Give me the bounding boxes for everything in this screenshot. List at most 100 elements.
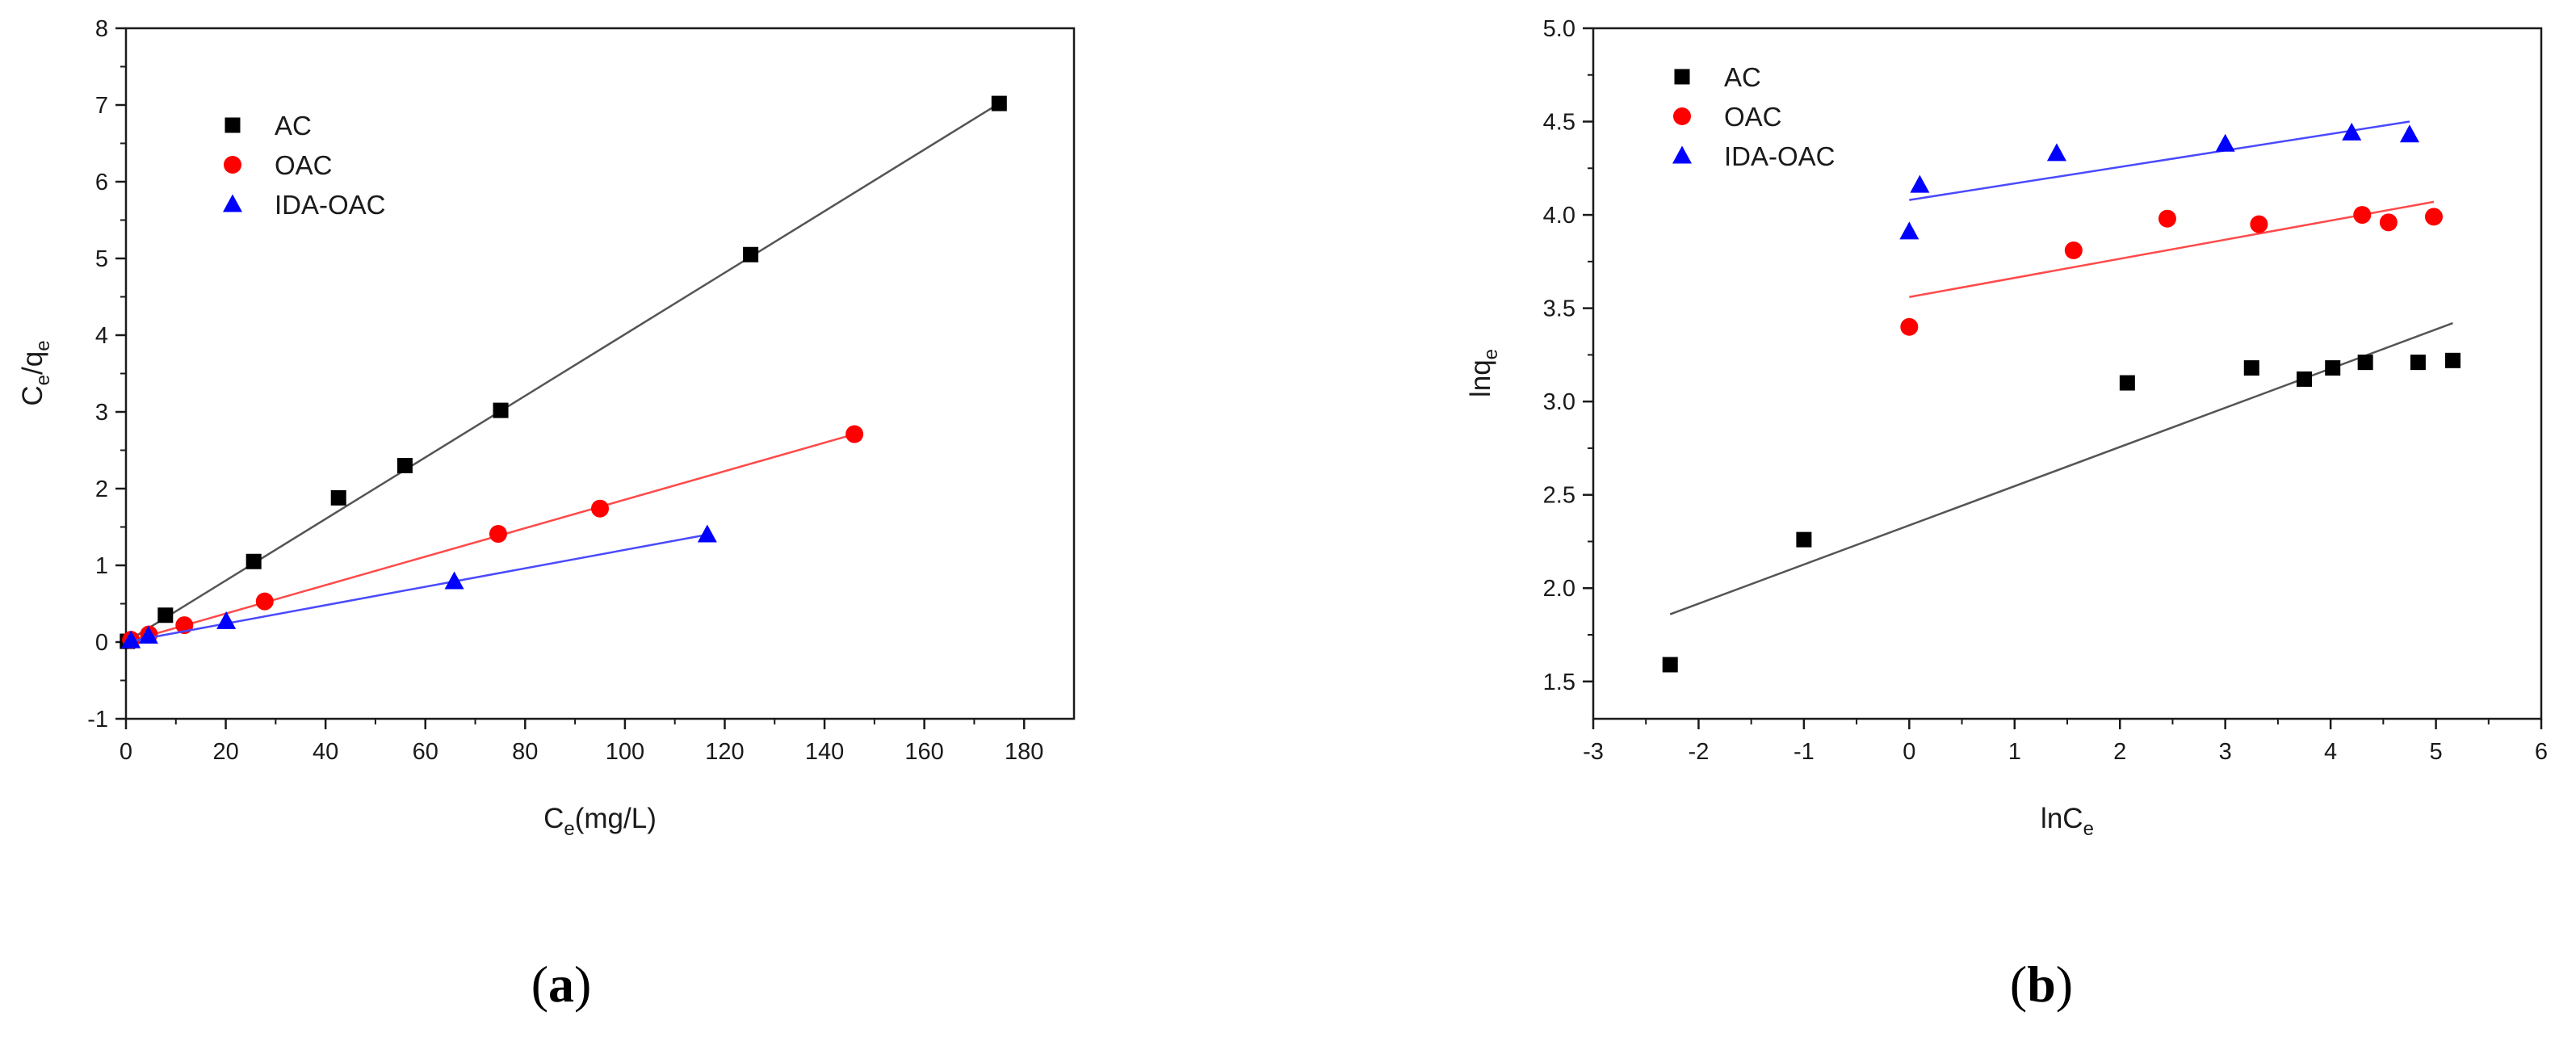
y-tick-label: 1 <box>95 553 108 579</box>
legend-marker <box>224 156 241 174</box>
data-point <box>2158 209 2176 228</box>
y-tick-label: 6 <box>95 170 108 195</box>
data-point <box>157 607 174 623</box>
x-tick-label: 100 <box>606 739 644 765</box>
panel-label-open: ( <box>2010 955 2027 1013</box>
data-point <box>1900 317 1919 336</box>
x-tick-label: 3 <box>2219 739 2232 765</box>
data-point <box>255 592 274 611</box>
data-point <box>743 246 759 262</box>
series-ac <box>120 95 1007 649</box>
x-tick-label: 4 <box>2324 739 2337 765</box>
x-tick-label: -3 <box>1583 739 1604 765</box>
data-point <box>2250 215 2268 233</box>
data-point <box>2379 213 2398 232</box>
y-tick-label: 5 <box>95 246 108 272</box>
legend-label: OAC <box>1724 102 1782 132</box>
x-tick-label: -2 <box>1689 739 1710 765</box>
y-tick-label: 4 <box>95 323 108 349</box>
fit-line <box>125 433 855 644</box>
data-point <box>591 499 609 518</box>
panel-label-close: ) <box>2056 955 2073 1013</box>
data-point <box>121 630 141 649</box>
series-oac <box>1900 200 2443 336</box>
y-axis-label-sub2: e <box>32 340 54 351</box>
legend-marker <box>223 194 242 212</box>
legend: AC OAC IDA-OAC <box>1672 62 1836 171</box>
x-tick-label: 0 <box>1903 739 1915 765</box>
data-point <box>2046 143 2066 162</box>
data-point <box>2353 206 2372 225</box>
x-tick-label: 1 <box>2008 739 2021 765</box>
y-axis-label: Ce/qe <box>17 340 54 405</box>
panel-label: (a) <box>531 955 592 1013</box>
y-tick-label: 4.0 <box>1543 203 1575 229</box>
chart-a-langmuir: 0 20 40 60 80 100 120 140 160 180-1012345678Ce(mg… <box>17 16 1076 1013</box>
data-point <box>2342 122 2362 141</box>
y-tick-label: 3.0 <box>1543 389 1575 415</box>
data-point <box>216 611 237 629</box>
data-point <box>2325 360 2341 376</box>
data-point <box>697 524 717 543</box>
y-tick-label: 2.5 <box>1543 483 1575 509</box>
legend-marker <box>1673 107 1691 125</box>
x-axis-label: Ce(mg/L) <box>543 803 657 840</box>
data-point <box>2424 208 2443 226</box>
data-point <box>2064 241 2083 259</box>
y-axis-label-slash: /q <box>17 351 48 375</box>
x-tick-label: 2 <box>2113 739 2126 765</box>
data-point <box>138 625 158 644</box>
data-point <box>2215 133 2235 152</box>
y-tick-label: 0 <box>95 630 108 656</box>
fit-line <box>1909 120 2410 201</box>
fit-line <box>1909 200 2435 298</box>
data-point <box>991 95 1007 111</box>
series-oac <box>122 425 864 649</box>
y-axis-label-main: C <box>17 385 48 405</box>
legend-label: AC <box>275 111 312 141</box>
x-tick-label: 140 <box>805 739 844 765</box>
panel-label-open: ( <box>531 955 548 1013</box>
x-axis-label-main: lnC <box>2041 803 2083 834</box>
legend-marker <box>1674 69 1690 85</box>
legend-label: IDA-OAC <box>275 190 386 220</box>
data-point <box>2357 355 2373 371</box>
panel-label: (b) <box>2010 955 2073 1013</box>
legend-marker <box>224 117 241 133</box>
x-tick-label: 6 <box>2535 739 2548 765</box>
data-point <box>493 402 509 418</box>
y-tick-label: 4.5 <box>1543 110 1575 136</box>
data-point <box>2297 371 2312 387</box>
y-tick-label: 2.0 <box>1543 576 1575 602</box>
plot-frame <box>1592 27 2543 720</box>
x-axis-label-sub: e <box>564 818 574 840</box>
panel-label-letter: a <box>548 955 574 1013</box>
y-tick-label: 8 <box>95 16 108 42</box>
data-point <box>489 525 507 544</box>
panel-label-close: ) <box>574 955 591 1013</box>
series-ac <box>1662 321 2461 673</box>
data-point <box>2410 355 2426 371</box>
data-point <box>330 489 346 506</box>
x-tick-label: 80 <box>512 739 538 765</box>
y-axis-label-main: lnq <box>1465 359 1496 397</box>
x-tick-label: -1 <box>1794 739 1815 765</box>
x-tick-label: 60 <box>413 739 438 765</box>
x-axis-label-main: C <box>543 803 564 834</box>
series-ida-oac <box>121 524 717 649</box>
legend-label: AC <box>1724 62 1761 92</box>
data-point <box>1796 531 1812 548</box>
x-tick-label: 120 <box>705 739 744 765</box>
y-tick-label: -1 <box>87 707 108 733</box>
x-axis-label-sub: e <box>2083 818 2094 840</box>
y-tick-label: 2 <box>95 477 108 502</box>
x-tick-label: 160 <box>904 739 943 765</box>
x-axis-label-rest: (mg/L) <box>575 803 657 834</box>
x-tick-label: 5 <box>2429 739 2442 765</box>
data-point <box>1899 221 1919 240</box>
x-tick-label: 20 <box>212 739 238 765</box>
data-point <box>444 571 464 590</box>
x-tick-label: 0 <box>120 739 132 765</box>
data-point <box>845 425 864 443</box>
